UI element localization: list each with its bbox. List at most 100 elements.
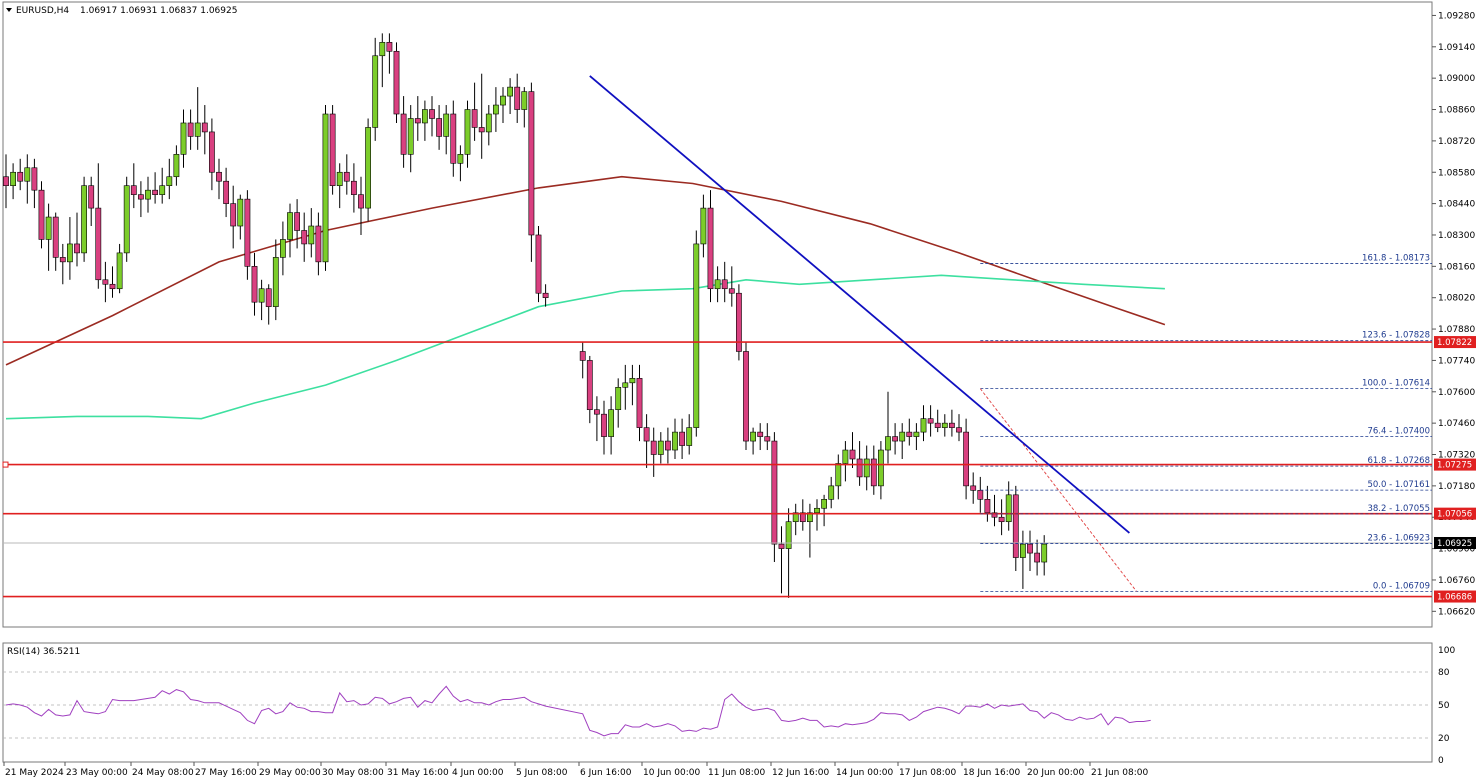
moving-averages [5, 175, 1166, 420]
candle-body [216, 171, 222, 182]
candle [407, 105, 414, 173]
level-price-tag-label: 1.06686 [1437, 593, 1472, 603]
candle [287, 203, 293, 258]
candle [88, 176, 95, 227]
candle-body [350, 180, 357, 195]
rsi-tick-label: 50 [1438, 701, 1450, 711]
candle [806, 503, 813, 558]
candle-body [528, 91, 535, 236]
time-tick-label: 11 Jun 08:00 [708, 768, 765, 778]
candle [308, 208, 315, 258]
candle [514, 73, 521, 123]
candle-body [329, 113, 336, 186]
candle [145, 176, 151, 213]
candle [350, 163, 357, 213]
candle [187, 109, 194, 150]
fib-swing-line [979, 388, 1137, 592]
dropdown-triangle-icon[interactable] [6, 8, 12, 12]
candle-body [799, 512, 806, 523]
candle [927, 405, 934, 437]
candle-body [535, 234, 542, 294]
candle [130, 163, 137, 209]
candle-body [471, 109, 478, 128]
candle-body [629, 378, 636, 384]
candle [608, 396, 614, 455]
candle-body [828, 485, 835, 500]
candle [336, 163, 343, 209]
candle [45, 203, 52, 271]
ohlc-values: 1.06917 1.06931 1.06837 1.06925 [80, 6, 237, 16]
candle [956, 414, 962, 442]
candle [329, 105, 336, 195]
candle [358, 176, 364, 235]
candle-body [863, 458, 870, 478]
candle-body [379, 42, 386, 57]
candle [294, 199, 300, 249]
candle-body [17, 171, 24, 182]
candle [230, 185, 237, 249]
candle-body [492, 104, 499, 115]
candle [970, 472, 977, 504]
time-tick-label: 5 Jun 08:00 [516, 768, 568, 778]
candle [615, 378, 622, 428]
candle [478, 73, 485, 159]
time-tick-label: 23 May 00:00 [66, 768, 128, 778]
candle-body [721, 279, 728, 290]
candle [209, 118, 215, 191]
candle-body [315, 225, 322, 263]
candle-body [956, 427, 962, 433]
price-tick-label: 1.08300 [1438, 231, 1475, 241]
candle [750, 427, 756, 455]
candle-body [735, 292, 742, 352]
candle [672, 418, 678, 459]
time-tick-label: 12 Jun 16:00 [772, 768, 829, 778]
candle [998, 499, 1005, 536]
candle-body [10, 171, 16, 186]
candle-body [223, 180, 229, 204]
current-price-tag-box [1434, 536, 1476, 549]
rsi-panel [2, 642, 1433, 763]
candle-body [601, 413, 607, 437]
candle-body [636, 378, 643, 428]
candle [1027, 530, 1033, 571]
candle-body [45, 216, 52, 240]
candle-body [507, 86, 513, 97]
price-tick-label: 1.09140 [1438, 43, 1475, 53]
candle [95, 163, 102, 289]
candle-body [1019, 543, 1026, 558]
candle [194, 87, 201, 150]
current-price-tag-label: 1.06925 [1437, 539, 1472, 549]
price-tick-label: 1.06620 [1438, 607, 1475, 617]
candle-body [52, 216, 59, 258]
candle [180, 109, 187, 168]
candle [636, 364, 643, 442]
candle-body [279, 239, 286, 258]
candle [223, 167, 229, 218]
candle-body [643, 427, 650, 442]
time-tick-label: 21 Jun 08:00 [1091, 768, 1148, 778]
fib-level-label: 123.6 - 1.07828 [1362, 331, 1430, 341]
candle [920, 405, 927, 442]
candle [59, 243, 66, 285]
candle-body [714, 279, 721, 290]
time-tick-label: 18 Jun 16:00 [963, 768, 1020, 778]
price-tick-label: 1.08720 [1438, 137, 1475, 147]
candle [799, 499, 806, 531]
price-tick-label: 1.08020 [1438, 294, 1475, 304]
price-tick-label: 1.09280 [1438, 11, 1475, 21]
candle-body [877, 449, 884, 487]
candle-body [707, 207, 714, 290]
candle-body [970, 485, 977, 491]
symbol-label: EURUSD,H4 [16, 6, 69, 16]
candle [991, 494, 998, 527]
candle-body [414, 118, 421, 124]
candle [421, 100, 428, 141]
candle [159, 167, 166, 204]
candle-body [109, 283, 116, 290]
candle [38, 181, 45, 249]
rsi-label: RSI(14) 36.5211 [7, 647, 80, 657]
candle-body [920, 418, 927, 433]
candle-body [963, 431, 969, 487]
price-tick-label: 1.08440 [1438, 200, 1475, 210]
